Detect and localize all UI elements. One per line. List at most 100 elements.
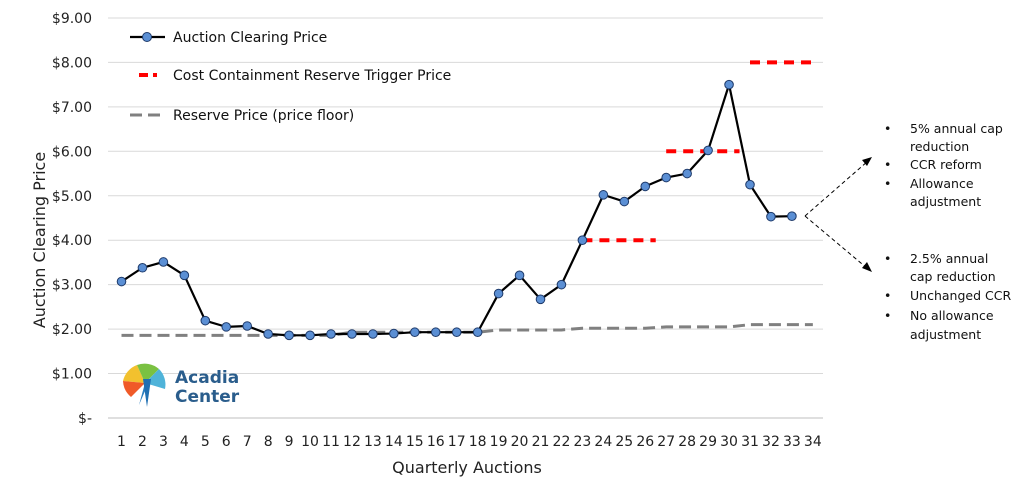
bullet-dot-icon: • [884,308,891,323]
data-point [766,211,776,222]
data-point [179,270,190,281]
data-point [514,270,525,281]
x-tick-label: 23 [573,434,591,450]
data-point [661,172,672,183]
annotation-lower-item-1b: cap reduction [910,269,996,284]
data-point [200,315,211,326]
bullet-dot-icon: • [884,251,891,266]
x-tick-label: 20 [511,434,529,450]
legend: Auction Clearing Price Cost Containment … [130,30,451,124]
logo-text-line2: Center [175,387,240,407]
x-tick-label: 11 [322,434,340,450]
y-tick-label: $2.00 [52,322,92,338]
data-point [305,330,315,341]
data-point [598,190,609,200]
y-tick-label: $9.00 [52,11,92,27]
x-tick-label: 5 [201,434,210,450]
x-tick-label: 26 [636,434,654,450]
bullet-dot-icon: • [884,176,891,191]
x-tick-label: 14 [385,434,403,450]
data-point [137,262,148,273]
data-point [347,329,357,339]
x-tick-label: 24 [594,434,612,450]
data-point [472,327,483,338]
data-point [389,328,399,339]
x-tick-label: 31 [741,434,759,450]
arrow-lower-head-icon [862,262,872,272]
data-point [263,329,273,339]
annotation-lower-item-3b: adjustment [910,327,981,342]
data-point [724,79,734,90]
data-point [242,321,252,331]
x-tick-label: 2 [138,434,147,450]
data-point [326,329,336,339]
x-axis: 1 2 3 4 5 6 7 8 9 10 11 12 13 14 15 16 17 18 19 20 21 22 23 24 2… [108,417,823,450]
y-axis: $- $1.00 $2.00 $3.00 $4.00 $5.00 $6.00 $7.00 $8.… [52,11,92,427]
legend-label-clearing-price: Auction Clearing Price [173,30,327,46]
annotation-lower-item-1a: 2.5% annual [910,251,988,266]
annotation-upper-item-2: CCR reform [910,157,982,172]
data-point [577,235,588,245]
x-tick-label: 19 [490,434,508,450]
x-tick-label: 6 [222,434,231,450]
y-tick-label: $7.00 [52,100,92,116]
x-tick-label: 30 [720,434,738,450]
annotation-upper-item-1b: reduction [910,139,969,154]
x-tick-label: 12 [343,434,361,450]
legend-marker-clearing-price [142,32,152,42]
data-point [787,211,797,221]
y-tick-label: $- [78,411,92,427]
x-tick-label: 28 [678,434,696,450]
x-tick-label: 25 [615,434,633,450]
y-tick-label: $3.00 [52,278,92,294]
annotation-lower-item-2: Unchanged CCR [910,288,1011,303]
legend-label-floor: Reserve Price (price floor) [173,108,354,124]
logo-text-line1: Acadia [175,368,239,388]
series-auction-clearing-price [116,79,797,341]
data-point [682,168,692,179]
data-point [221,322,232,332]
data-point [368,329,378,339]
bullet-dot-icon: • [884,288,891,303]
annotation-lower-item-3a: No allowance [910,308,994,323]
data-point [703,145,713,156]
data-point [430,327,441,338]
annotation-upper-item-1a: 5% annual cap [910,121,1003,136]
annotation-upper-item-3b: adjustment [910,194,981,209]
acadia-center-logo: Acadia Center [123,363,240,407]
data-point [745,179,755,190]
x-tick-label: 3 [159,434,168,450]
x-tick-label: 9 [285,434,294,450]
x-tick-label: 33 [783,434,801,450]
data-point [116,276,127,287]
y-tick-label: $5.00 [52,189,92,205]
annotation-lower: • 2.5% annual cap reduction • Unchanged … [884,251,1011,342]
x-tick-label: 13 [364,434,382,450]
y-tick-label: $4.00 [52,233,92,249]
x-axis-title: Quarterly Auctions [392,458,542,477]
annotation-upper-item-3a: Allowance [910,176,974,191]
x-tick-label: 17 [448,434,466,450]
x-tick-label: 15 [406,434,424,450]
x-tick-label: 22 [553,434,571,450]
bullet-dot-icon: • [884,157,891,172]
x-tick-label: 34 [804,434,822,450]
data-point [410,327,420,338]
x-tick-label: 16 [427,434,445,450]
arrow-upper [804,160,869,217]
data-point [493,288,504,299]
data-point [535,294,546,305]
x-tick-label: 1 [117,434,126,450]
y-tick-label: $6.00 [52,144,92,160]
data-point [619,196,630,207]
data-point [284,330,294,341]
x-tick-label: 18 [469,434,487,450]
series-ccr-trigger [582,60,813,243]
x-tick-label: 8 [264,434,273,450]
x-tick-label: 29 [699,434,717,450]
x-tick-label: 10 [301,434,319,450]
bullet-dot-icon: • [884,121,891,136]
x-tick-label: 27 [657,434,675,450]
legend-label-ccr: Cost Containment Reserve Trigger Price [173,68,451,84]
